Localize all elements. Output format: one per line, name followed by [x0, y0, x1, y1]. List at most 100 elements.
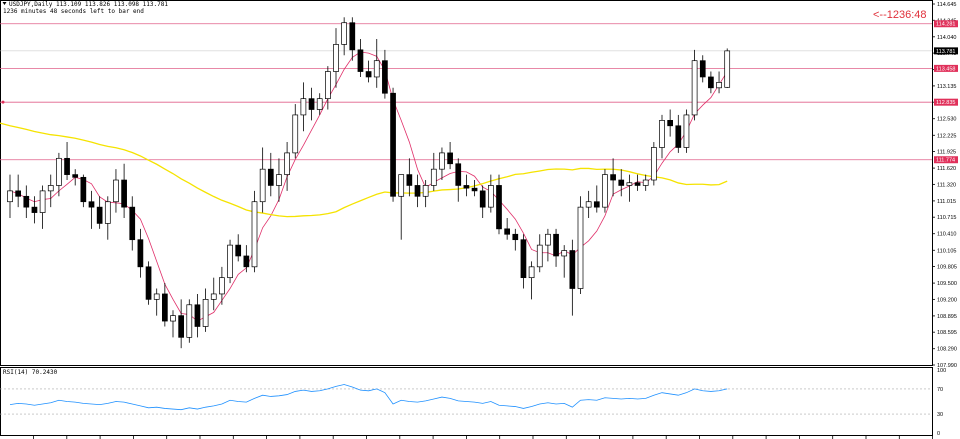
candle-down[interactable]	[569, 250, 576, 289]
candle-down[interactable]	[15, 190, 21, 197]
candle-up[interactable]	[716, 82, 722, 89]
candle-up[interactable]	[47, 185, 54, 192]
candle-down[interactable]	[471, 187, 478, 192]
candle-up[interactable]	[577, 206, 584, 289]
candle-down[interactable]	[308, 98, 315, 110]
candle-up[interactable]	[210, 293, 217, 300]
candle-up[interactable]	[170, 315, 176, 322]
candle-up[interactable]	[284, 152, 290, 175]
candle-up[interactable]	[219, 277, 225, 295]
candle-up[interactable]	[545, 233, 551, 246]
candle-up[interactable]	[439, 152, 445, 170]
candle-up[interactable]	[7, 190, 13, 203]
candle-down[interactable]	[512, 233, 519, 241]
candle-up[interactable]	[650, 147, 657, 181]
candle-up[interactable]	[292, 114, 299, 154]
candle-up[interactable]	[251, 201, 258, 268]
candle-up[interactable]	[316, 98, 323, 110]
candle-down[interactable]	[382, 60, 388, 94]
candle-down[interactable]	[23, 195, 30, 208]
candle-up[interactable]	[39, 190, 46, 213]
candle-up[interactable]	[202, 299, 209, 327]
candle-down[interactable]	[390, 92, 396, 197]
candle-down[interactable]	[610, 174, 616, 181]
candle-down[interactable]	[618, 179, 625, 186]
candle-down[interactable]	[520, 239, 527, 279]
candle-up[interactable]	[488, 185, 494, 208]
candle-up[interactable]	[259, 168, 266, 203]
candle-down[interactable]	[708, 76, 714, 89]
candle-up[interactable]	[341, 22, 347, 45]
candle-down[interactable]	[194, 304, 201, 327]
candle-down[interactable]	[634, 182, 641, 186]
candle-down[interactable]	[31, 206, 38, 213]
candle-down[interactable]	[667, 120, 674, 127]
candle-down[interactable]	[675, 125, 682, 148]
candle-down[interactable]	[96, 206, 103, 224]
bar-timer-info: 1236 minutes 48 seconds left to bar end	[3, 8, 144, 15]
candle-up[interactable]	[422, 185, 429, 197]
price-tick-label: 110.410	[937, 232, 956, 238]
candle-up[interactable]	[626, 182, 633, 186]
candle-down[interactable]	[357, 49, 364, 72]
candle-up[interactable]	[113, 179, 119, 203]
candle-down[interactable]	[243, 255, 250, 268]
candle-down[interactable]	[121, 179, 127, 208]
candle-up[interactable]	[325, 71, 331, 100]
candle-down[interactable]	[349, 22, 356, 51]
candle-up[interactable]	[104, 201, 111, 224]
rsi-scale-label: 70	[937, 387, 943, 393]
candle-up[interactable]	[227, 244, 233, 279]
candle-up[interactable]	[585, 201, 592, 208]
candle-down[interactable]	[137, 239, 144, 268]
candle-down[interactable]	[162, 293, 168, 322]
candle-up[interactable]	[153, 293, 160, 300]
candle-down[interactable]	[365, 71, 372, 78]
candle-down[interactable]	[463, 185, 470, 189]
candle-up[interactable]	[186, 304, 193, 338]
candle-up[interactable]	[398, 174, 405, 197]
candle-down[interactable]	[80, 176, 87, 203]
candle-down[interactable]	[129, 206, 136, 241]
price-tick-label: 111.620	[937, 166, 956, 172]
candle-down[interactable]	[64, 157, 70, 175]
candle-down[interactable]	[406, 174, 413, 186]
candle-up[interactable]	[724, 50, 731, 88]
candle-up[interactable]	[276, 174, 282, 186]
candle-up[interactable]	[642, 179, 649, 186]
candle-up[interactable]	[56, 157, 62, 186]
candle-down[interactable]	[178, 315, 184, 338]
candle-up[interactable]	[683, 114, 690, 148]
candle-down[interactable]	[455, 163, 462, 186]
collapse-triangle-icon[interactable]	[2, 2, 7, 5]
slow-moving-average-line	[0, 122, 728, 218]
candle-down[interactable]	[593, 201, 600, 208]
candle-up[interactable]	[691, 60, 698, 116]
candle-down[interactable]	[553, 233, 559, 257]
candle-up[interactable]	[373, 60, 380, 78]
candle-up[interactable]	[602, 174, 608, 208]
price-tick-label: 108.595	[937, 330, 957, 336]
candle-down[interactable]	[699, 60, 706, 78]
candle-down[interactable]	[414, 185, 421, 197]
level-price-tag	[934, 98, 958, 106]
candle-up[interactable]	[333, 44, 339, 72]
candle-up[interactable]	[536, 244, 543, 268]
candle-up[interactable]	[659, 120, 665, 148]
candle-down[interactable]	[145, 266, 152, 300]
candle-down[interactable]	[479, 190, 486, 208]
candle-down[interactable]	[72, 174, 79, 178]
price-tick-label: 112.225	[937, 133, 956, 139]
candle-up[interactable]	[561, 250, 568, 257]
candle-down[interactable]	[447, 152, 453, 165]
price-tick-label: 110.105	[937, 248, 956, 254]
candle-down[interactable]	[504, 228, 510, 235]
candle-up[interactable]	[300, 98, 307, 116]
candle-up[interactable]	[528, 266, 535, 279]
candle-up[interactable]	[430, 168, 437, 186]
candle-down[interactable]	[496, 185, 502, 230]
candle-down[interactable]	[267, 168, 274, 186]
candle-down[interactable]	[88, 201, 95, 208]
candle-down[interactable]	[235, 244, 242, 257]
